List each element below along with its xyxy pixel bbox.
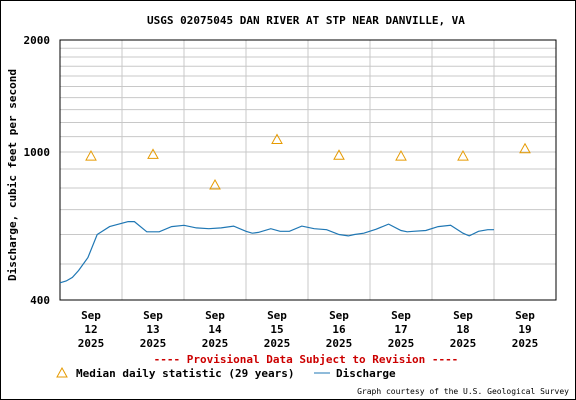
x-tick-label: 2025 (264, 337, 291, 350)
chart-title: USGS 02075045 DAN RIVER AT STP NEAR DANV… (147, 14, 465, 27)
median-marker (209, 178, 221, 190)
y-tick-label: 2000 (24, 34, 51, 47)
median-marker (395, 150, 407, 161)
usgs-credit: Graph courtesy of the U.S. Geological Su… (357, 387, 569, 396)
plot-frame (59, 39, 557, 301)
x-tick-label: 2025 (512, 337, 539, 350)
series-layer (59, 221, 494, 284)
x-tick-label: Sep (205, 309, 225, 322)
legend-median-label: Median daily statistic (29 years) (76, 367, 295, 380)
x-tick-label: Sep (329, 309, 349, 322)
x-tick-label: Sep (391, 309, 411, 322)
y-axis-label: Discharge, cubic feet per second (6, 69, 19, 281)
x-tick-label: 2025 (202, 337, 229, 350)
x-tick-labels: Sep122025Sep132025Sep142025Sep152025Sep1… (78, 309, 539, 350)
y-tick-labels: 400 1000 2000 (24, 34, 51, 307)
x-tick-label: 2025 (78, 337, 105, 350)
x-tick-label: 15 (270, 323, 283, 336)
y-tick-label: 1000 (24, 146, 51, 159)
x-tick-label: 2025 (326, 337, 353, 350)
median-marker (457, 150, 469, 161)
grid (60, 40, 556, 300)
median-triangle-icon (56, 367, 68, 378)
x-tick-label: Sep (453, 309, 473, 322)
x-tick-label: Sep (81, 309, 101, 322)
median-marker (85, 150, 97, 161)
median-markers (85, 133, 531, 190)
x-tick-label: 16 (332, 323, 346, 336)
median-marker (147, 148, 159, 159)
x-tick-label: 19 (518, 323, 531, 336)
x-tick-label: 18 (456, 323, 469, 336)
median-marker (271, 133, 283, 145)
x-tick-label: Sep (515, 309, 535, 322)
x-tick-label: 12 (84, 323, 97, 336)
x-tick-label: 13 (146, 323, 159, 336)
x-tick-label: 2025 (450, 337, 477, 350)
y-tick-label: 400 (30, 294, 50, 307)
x-tick-label: 14 (208, 323, 222, 336)
x-tick-label: Sep (267, 309, 287, 322)
median-marker (333, 149, 345, 160)
median-marker (519, 142, 531, 154)
x-tick-label: 2025 (388, 337, 415, 350)
legend-discharge-label: Discharge (336, 367, 396, 380)
x-tick-label: Sep (143, 309, 163, 322)
discharge-line-icon (314, 372, 330, 374)
x-tick-label: 17 (394, 323, 407, 336)
legend: Median daily statistic (29 years) Discha… (56, 367, 456, 383)
x-tick-label: 2025 (140, 337, 167, 350)
discharge-line (59, 221, 494, 284)
provisional-note: ---- Provisional Data Subject to Revisio… (154, 353, 459, 366)
